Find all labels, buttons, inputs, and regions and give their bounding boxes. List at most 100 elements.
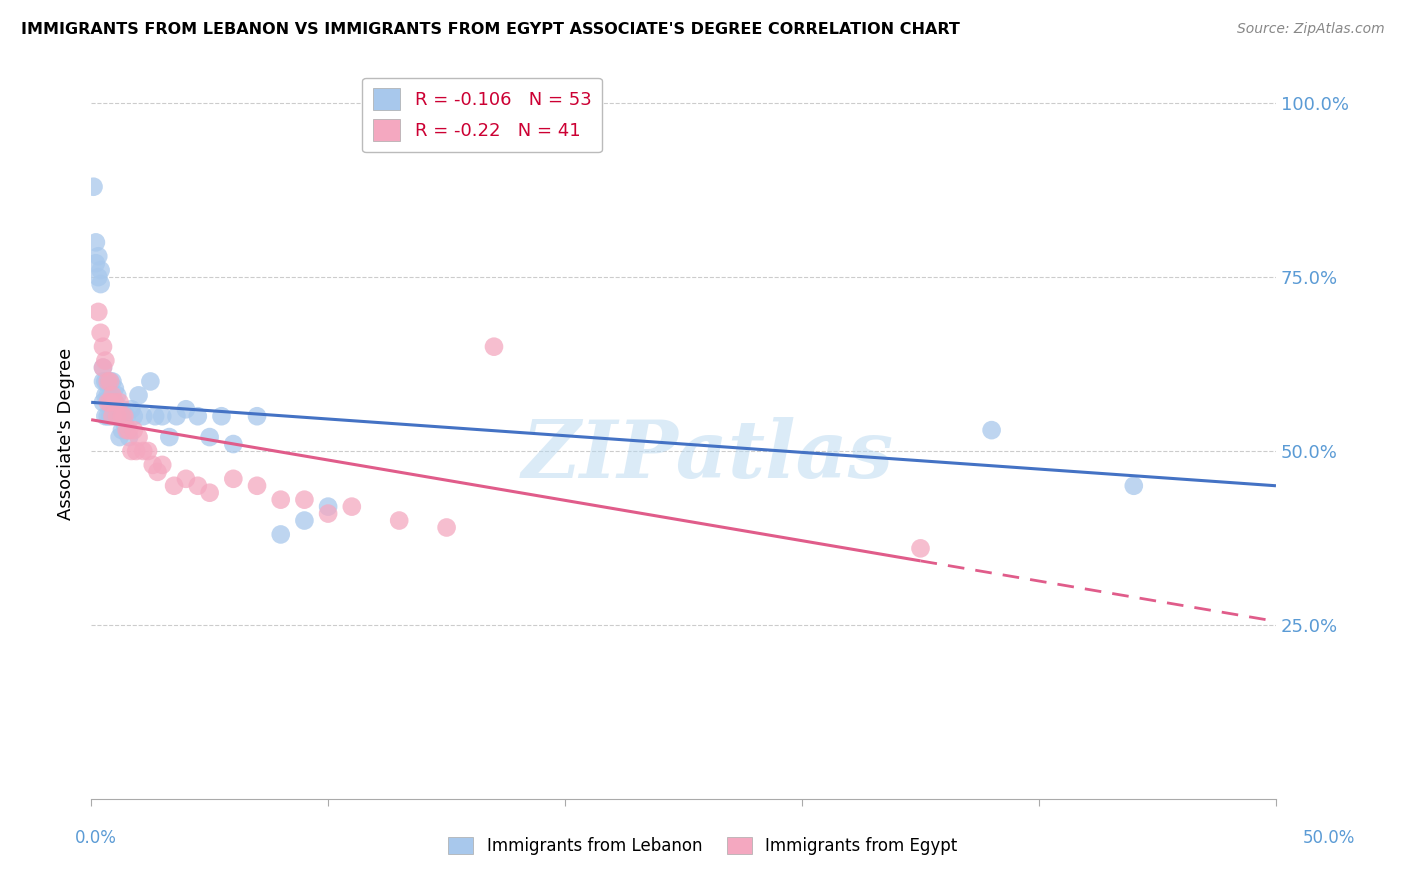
Point (98, 388, 121, 402)
Y-axis label: Associate's Degree: Associate's Degree (58, 348, 75, 520)
Point (142, 458, 165, 472)
Point (98, 375, 121, 389)
Point (87, 305, 110, 319)
Point (101, 409, 124, 424)
Point (94, 388, 117, 402)
Point (118, 423, 141, 437)
Point (87, 270, 110, 285)
Point (128, 430, 150, 444)
Text: Source: ZipAtlas.com: Source: ZipAtlas.com (1237, 22, 1385, 37)
Point (104, 381, 127, 395)
Point (108, 409, 131, 424)
Point (104, 395, 127, 409)
Point (97, 409, 120, 424)
Point (174, 402, 197, 417)
Point (150, 409, 173, 424)
Point (108, 395, 131, 409)
Point (118, 430, 141, 444)
Point (90, 263, 112, 277)
Point (270, 492, 292, 507)
Point (105, 402, 128, 417)
Point (174, 472, 197, 486)
Point (132, 409, 155, 424)
Point (980, 423, 1002, 437)
Point (97, 388, 120, 402)
Point (83, 179, 105, 194)
Point (132, 444, 155, 458)
Point (112, 409, 135, 424)
Point (101, 375, 124, 389)
Point (111, 402, 134, 417)
Point (143, 409, 166, 424)
Point (115, 409, 138, 424)
Point (97, 375, 120, 389)
Point (91, 360, 114, 375)
Point (340, 500, 363, 514)
Point (270, 527, 292, 541)
Legend: R = -0.106   N = 53, R = -0.22   N = 41: R = -0.106 N = 53, R = -0.22 N = 41 (363, 78, 602, 153)
Point (136, 444, 159, 458)
Point (187, 409, 209, 424)
Legend: Immigrants from Lebanon, Immigrants from Egypt: Immigrants from Lebanon, Immigrants from… (441, 830, 965, 862)
Point (139, 375, 162, 389)
Point (122, 423, 145, 437)
Point (246, 479, 269, 493)
Point (90, 277, 112, 291)
Point (105, 388, 128, 402)
Text: 0.0%: 0.0% (75, 829, 117, 847)
Point (146, 465, 169, 479)
Point (187, 479, 209, 493)
Point (91, 375, 114, 389)
Point (111, 423, 134, 437)
Point (111, 409, 134, 424)
Point (1122, 479, 1144, 493)
Point (101, 395, 124, 409)
Point (222, 472, 245, 486)
Point (910, 541, 932, 556)
Point (294, 492, 316, 507)
Point (150, 458, 173, 472)
Point (163, 479, 186, 493)
Point (166, 409, 188, 424)
Point (91, 395, 114, 409)
Point (91, 360, 114, 375)
Point (388, 514, 411, 528)
Point (316, 500, 339, 514)
Point (87, 249, 110, 263)
Point (198, 430, 221, 444)
Point (112, 416, 135, 430)
Point (104, 395, 127, 409)
Point (122, 409, 145, 424)
Point (97, 375, 120, 389)
Point (246, 409, 269, 424)
Point (128, 388, 150, 402)
Point (98, 395, 121, 409)
Point (120, 444, 142, 458)
Point (104, 409, 127, 424)
Point (98, 409, 121, 424)
Point (125, 444, 148, 458)
Point (94, 375, 117, 389)
Point (94, 409, 117, 424)
Text: 50.0%: 50.0% (1302, 829, 1355, 847)
Point (94, 353, 117, 368)
Point (98, 375, 121, 389)
Point (222, 437, 245, 451)
Text: IMMIGRANTS FROM LEBANON VS IMMIGRANTS FROM EGYPT ASSOCIATE'S DEGREE CORRELATION : IMMIGRANTS FROM LEBANON VS IMMIGRANTS FR… (21, 22, 960, 37)
Point (108, 430, 131, 444)
Point (316, 507, 339, 521)
Point (97, 395, 120, 409)
Point (157, 430, 180, 444)
Text: ZIPatlas: ZIPatlas (522, 417, 893, 494)
Point (436, 520, 458, 534)
Point (482, 340, 505, 354)
Point (115, 423, 138, 437)
Point (90, 326, 112, 340)
Point (101, 388, 124, 402)
Point (91, 340, 114, 354)
Point (84, 235, 107, 250)
Point (294, 514, 316, 528)
Point (198, 485, 221, 500)
Point (211, 409, 233, 424)
Point (105, 409, 128, 424)
